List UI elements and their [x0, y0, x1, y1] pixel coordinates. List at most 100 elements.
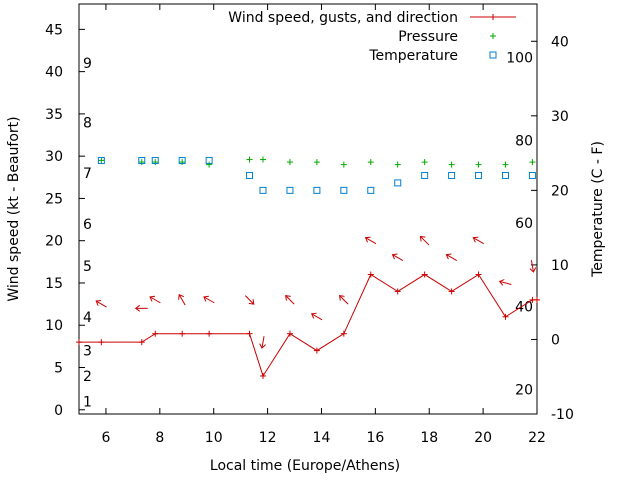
x-tick-label: 10 — [205, 430, 223, 446]
y-tick-label: 40 — [45, 65, 63, 81]
y-axis-right: -10 0 10 20 30 40 — [531, 34, 574, 423]
fahrenheit-scale: 20 40 60 80 100 — [506, 51, 533, 399]
y-tick-label: 0 — [54, 403, 63, 419]
temperature-point — [501, 171, 509, 179]
pressure-point — [98, 157, 105, 164]
beaufort-label: 2 — [83, 369, 92, 385]
temperature-point — [138, 157, 146, 165]
wind-point — [98, 339, 105, 346]
wind-arrow — [391, 253, 404, 262]
wind-point — [286, 330, 293, 337]
wind-point — [138, 339, 145, 346]
pressure-point — [367, 159, 374, 166]
temperature-point — [97, 157, 105, 165]
y2-axis-label: Temperature (C - F) — [590, 141, 606, 278]
y2-tick-label: 0 — [551, 332, 560, 348]
wind-arrow — [259, 336, 266, 349]
wind-arrow — [203, 295, 215, 304]
pressure-point — [421, 159, 428, 166]
wind-point — [206, 330, 213, 337]
fahrenheit-label: 100 — [506, 51, 533, 67]
y-tick-label: 30 — [45, 149, 63, 165]
temperature-point — [528, 171, 536, 179]
wind-arrow — [285, 295, 295, 305]
temperature-point — [394, 179, 402, 187]
x-tick-label: 18 — [420, 430, 438, 446]
pressure-point — [313, 159, 320, 166]
y-tick-label: 10 — [45, 318, 63, 334]
wind-arrow — [134, 304, 148, 312]
y-tick-label: 35 — [45, 107, 63, 123]
y-axis-left: 0 5 10 15 20 25 30 35 40 45 — [45, 22, 85, 419]
y2-tick-label: 10 — [551, 258, 569, 274]
x-tick-label: 16 — [366, 430, 384, 446]
y-axis-label: Wind speed (kt - Beaufort) — [6, 116, 22, 301]
temperature-point — [475, 171, 483, 179]
wind-point — [152, 330, 159, 337]
temperature-point — [367, 186, 375, 194]
wind-arrow — [244, 295, 255, 305]
fahrenheit-label: 20 — [515, 382, 533, 398]
pressure-point — [286, 159, 293, 166]
wind-point — [534, 296, 540, 303]
wind-point — [313, 347, 320, 354]
x-tick-label: 12 — [259, 430, 277, 446]
wind-point — [260, 372, 267, 379]
pressure-point — [206, 161, 213, 168]
wind-point — [367, 271, 374, 278]
fahrenheit-label: 40 — [515, 300, 533, 316]
legend: Wind speed, gusts, and direction Pressure… — [228, 10, 516, 64]
y-tick-label: 25 — [45, 191, 63, 207]
wind-arrow — [310, 312, 323, 321]
x-tick-label: 6 — [101, 430, 110, 446]
temperature-point — [421, 171, 429, 179]
fahrenheit-label: 80 — [515, 133, 533, 149]
pressure-point — [394, 161, 401, 168]
y-tick-label: 15 — [45, 276, 63, 292]
temperature-point — [151, 157, 159, 165]
x-tick-label: 20 — [474, 430, 492, 446]
temperature-point — [286, 186, 294, 194]
x-tick-label: 8 — [155, 430, 164, 446]
legend-swatch — [489, 51, 497, 59]
wind-arrow — [338, 295, 349, 305]
wind-direction-arrows — [95, 235, 537, 349]
wind-point — [340, 330, 347, 337]
temperature-point — [205, 157, 213, 165]
beaufort-label: 3 — [83, 344, 92, 360]
plot-area — [78, 3, 538, 415]
wind-arrow — [472, 236, 484, 245]
legend-label: Wind speed, gusts, and direction — [228, 10, 458, 26]
y2-tick-label: -10 — [551, 407, 574, 423]
wind-arrow — [178, 293, 186, 306]
temperature-point — [340, 186, 348, 194]
fahrenheit-label: 60 — [515, 216, 533, 232]
wind-point — [179, 330, 186, 337]
beaufort-label: 7 — [83, 166, 92, 182]
beaufort-label: 4 — [83, 310, 92, 326]
x-axis: 6 8 10 12 14 16 18 20 22 — [101, 4, 546, 446]
temperature-point — [259, 186, 267, 194]
y2-tick-label: 20 — [551, 183, 569, 199]
wind-point — [394, 288, 401, 295]
wind-point — [448, 288, 455, 295]
y-tick-label: 5 — [54, 361, 63, 377]
wind-speed-line — [79, 273, 537, 378]
pressure-point — [475, 161, 482, 168]
temperature-point — [246, 171, 254, 179]
beaufort-label: 5 — [83, 259, 92, 275]
legend-swatch — [490, 33, 496, 39]
beaufort-scale: 1 2 3 4 5 6 7 8 9 — [83, 56, 92, 410]
beaufort-label: 1 — [83, 394, 92, 410]
pressure-point — [152, 159, 159, 166]
temperature-point — [313, 186, 321, 194]
wind-arrow — [419, 235, 430, 246]
wind-point — [502, 313, 509, 320]
y-tick-label: 45 — [45, 22, 63, 38]
pressure-point — [246, 156, 253, 163]
beaufort-label: 9 — [83, 56, 92, 72]
legend-label: Pressure — [398, 29, 458, 45]
wind-point — [76, 339, 82, 346]
temperature-point — [448, 171, 456, 179]
